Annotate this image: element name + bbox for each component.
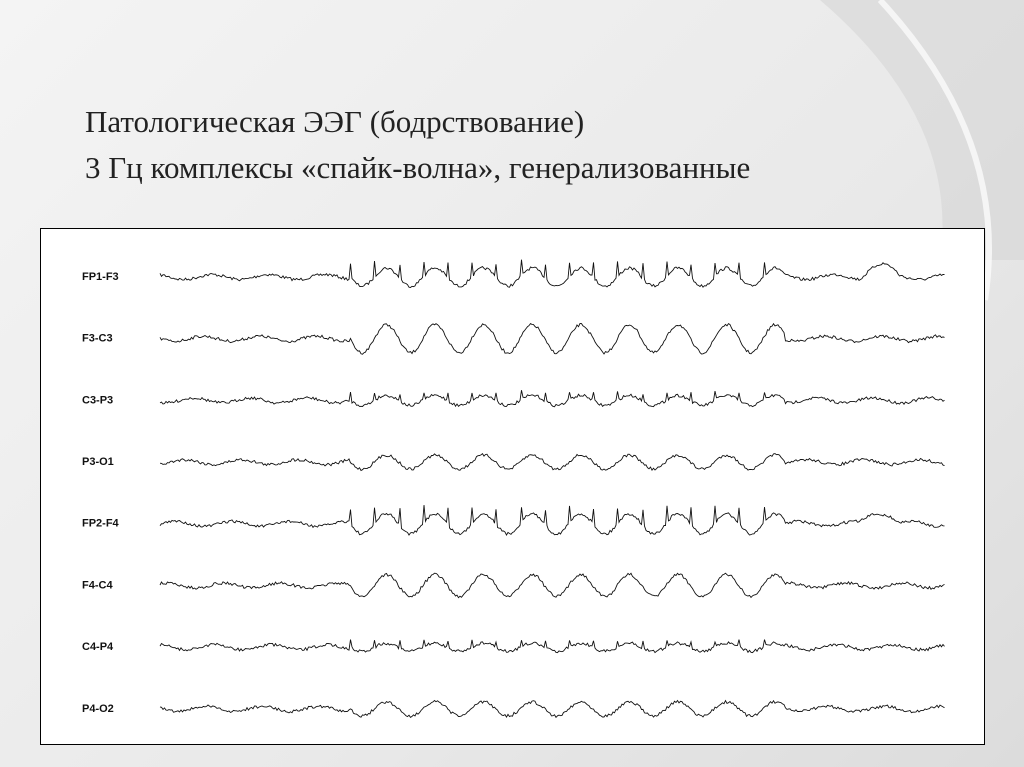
title-line: 3 Гц комплексы «спайк-волна», генерализо… [85,150,751,185]
decor-swoosh [820,0,1024,260]
eeg-trace [159,572,945,599]
channel-label: P3-O1 [82,456,114,468]
eeg-trace [159,390,945,408]
eeg-trace [159,639,945,654]
decor-line [877,0,993,301]
eeg-trace [159,505,945,536]
eeg-trace [159,259,945,288]
eeg-trace [159,453,945,472]
channel-labels: FP1-F3 F3-C3 C3-P3 P3-O1 FP2-F4 F4-C4 C4-P4 P4-… [82,271,120,715]
eeg-trace [159,322,945,355]
channel-label: F4-C4 [82,579,113,591]
title-line: Патологическая ЭЭГ (бодрствование) [85,104,585,139]
channel-label: FP2-F4 [82,518,120,530]
eeg-trace [159,699,945,719]
channel-label: C3-P3 [82,394,113,406]
channel-label: F3-C3 [82,333,113,345]
channel-label: FP1-F3 [82,271,119,283]
channel-label: P4-O2 [82,703,114,715]
channel-label: C4-P4 [82,641,114,653]
eeg-frame [40,228,985,745]
eeg-traces [159,259,945,719]
